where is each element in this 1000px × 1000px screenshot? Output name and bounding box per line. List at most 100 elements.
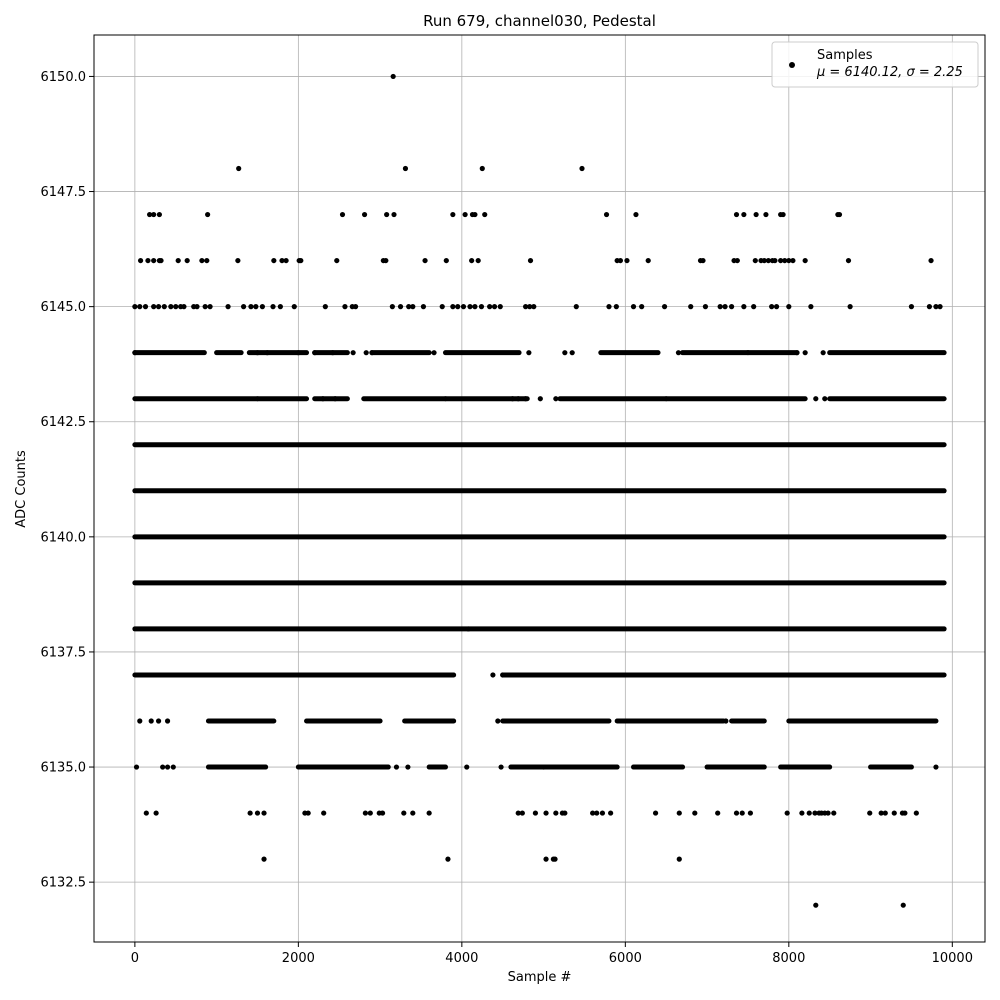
data-point — [573, 304, 579, 310]
data-point — [772, 257, 778, 264]
data-point — [236, 165, 242, 172]
data-point — [900, 902, 906, 908]
y-tick-label: 6135.0 — [41, 761, 87, 776]
data-point — [132, 304, 138, 310]
data-point — [500, 672, 506, 678]
data-point — [158, 257, 164, 264]
data-point — [465, 626, 471, 632]
x-tick-label: 2000 — [282, 951, 315, 966]
data-point — [235, 257, 241, 264]
data-point — [761, 257, 767, 264]
data-point — [799, 810, 805, 816]
data-point — [277, 304, 283, 310]
data-point — [339, 211, 346, 218]
data-point — [594, 810, 600, 816]
y-tick-label: 6132.5 — [41, 876, 87, 891]
data-point — [495, 718, 501, 724]
data-point — [487, 304, 493, 310]
data-point — [259, 304, 265, 310]
data-point — [676, 810, 682, 816]
data-point — [526, 350, 532, 356]
legend-label: Samples — [817, 48, 873, 63]
legend: Samples μ = 6140.12, σ = 2.25 — [771, 41, 979, 88]
data-point — [168, 304, 174, 310]
data-point — [363, 350, 369, 356]
data-point — [532, 810, 539, 816]
data-point — [820, 350, 826, 356]
data-point — [467, 304, 473, 310]
data-point — [207, 304, 213, 310]
data-point — [734, 257, 740, 264]
data-point — [753, 211, 759, 218]
data-point — [322, 304, 328, 310]
data-point — [722, 304, 728, 310]
data-point — [802, 350, 808, 356]
legend-stats: μ = 6140.12, σ = 2.25 — [816, 65, 963, 80]
legend-box — [771, 41, 979, 88]
data-point — [205, 211, 211, 218]
data-point — [164, 764, 171, 770]
data-point — [460, 304, 467, 310]
data-point — [933, 304, 939, 310]
data-point — [553, 810, 559, 816]
data-point — [405, 764, 411, 770]
data-point — [199, 257, 205, 264]
data-point — [752, 257, 758, 264]
data-point — [431, 350, 437, 356]
data-point — [765, 257, 771, 264]
data-point — [515, 396, 521, 402]
data-point — [469, 257, 475, 264]
data-point — [350, 350, 356, 356]
data-point — [478, 304, 485, 310]
data-point — [279, 257, 285, 264]
data-point — [676, 856, 682, 862]
data-point — [579, 165, 585, 172]
data-point — [509, 396, 516, 402]
data-point — [397, 304, 404, 310]
data-point — [813, 902, 819, 908]
data-point — [383, 257, 389, 264]
data-point — [369, 350, 375, 356]
data-point — [420, 304, 427, 310]
data-point — [878, 810, 884, 816]
data-point — [261, 810, 267, 816]
data-point — [490, 672, 496, 678]
data-point — [599, 810, 606, 816]
data-point — [733, 211, 740, 218]
data-point — [202, 304, 208, 310]
data-point — [639, 304, 645, 310]
data-point — [153, 810, 159, 816]
y-tick-label: 6137.5 — [41, 645, 87, 660]
data-point — [248, 304, 254, 310]
data-point — [472, 211, 478, 218]
data-point — [145, 257, 151, 264]
data-point — [148, 718, 154, 724]
data-point — [773, 304, 780, 310]
y-tick-label: 6142.5 — [41, 415, 87, 430]
data-point — [617, 257, 624, 264]
data-point — [479, 165, 485, 172]
data-point — [443, 257, 449, 264]
y-axis-label: ADC Counts — [14, 450, 29, 528]
data-point — [739, 810, 745, 816]
data-point — [334, 257, 340, 264]
data-point — [782, 257, 788, 264]
y-tick-label: 6145.0 — [41, 300, 87, 315]
data-point — [747, 810, 753, 816]
data-point — [271, 257, 277, 264]
data-point — [362, 810, 368, 816]
data-point — [155, 718, 162, 724]
data-point — [464, 764, 470, 770]
data-point — [562, 810, 568, 816]
x-tick-label: 10000 — [932, 951, 973, 966]
plot-frame — [93, 34, 986, 943]
data-point — [802, 257, 808, 264]
data-point — [295, 350, 301, 356]
data-point — [847, 304, 853, 310]
legend-marker — [789, 62, 795, 68]
data-point — [393, 764, 400, 770]
data-point — [146, 211, 153, 218]
data-point — [741, 304, 747, 310]
data-point — [181, 304, 187, 310]
axis-ticks: 0 2000 4000 6000 8000 10000 6132.5 6135.0 6137.5… — [41, 70, 973, 966]
